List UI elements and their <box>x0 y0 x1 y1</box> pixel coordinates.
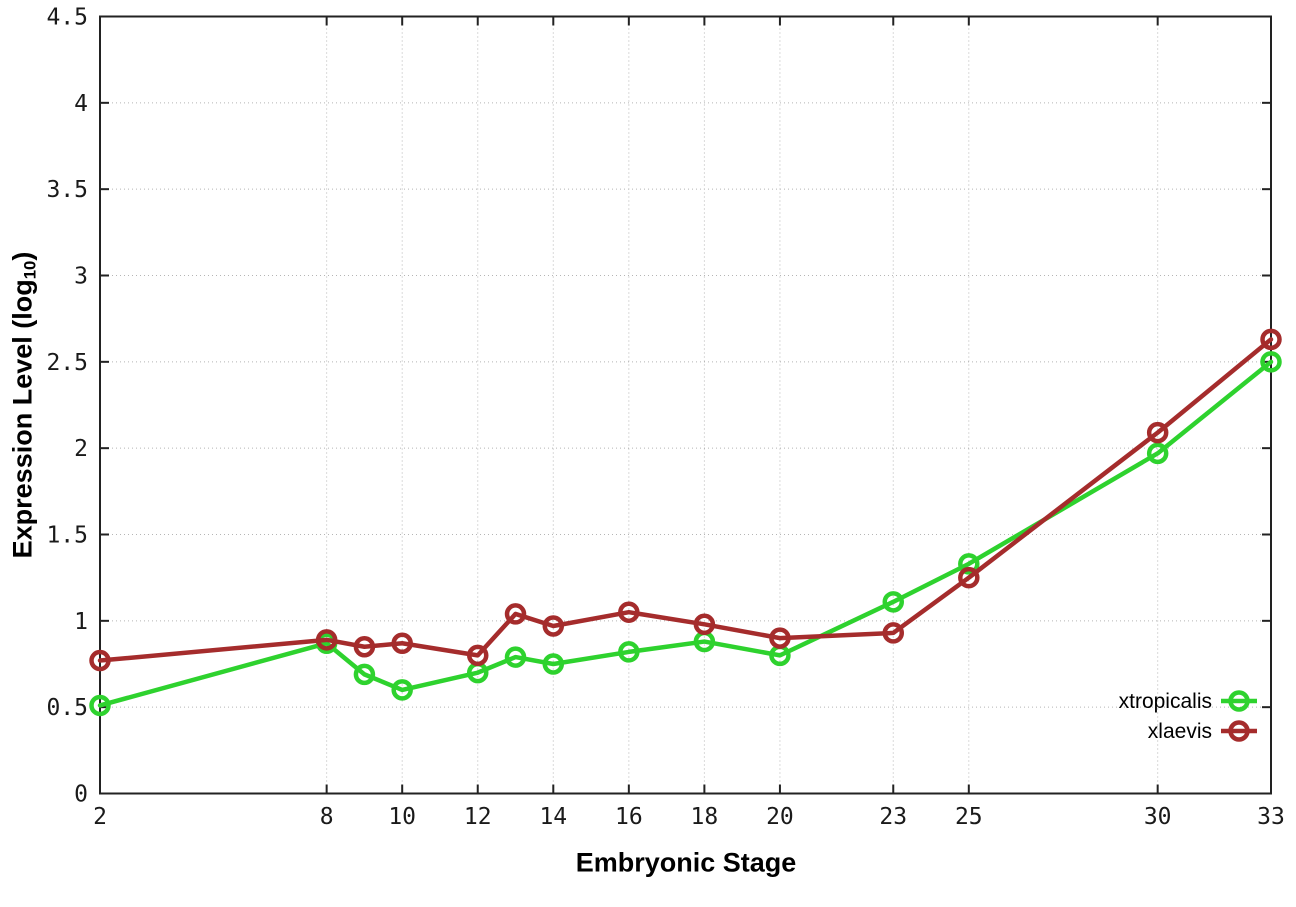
y-tick-label: 4.5 <box>46 5 88 31</box>
data-point-xtropicalis <box>504 646 527 668</box>
x-tick-label: 33 <box>1257 804 1285 830</box>
data-point-xlaevis <box>315 629 338 651</box>
data-point-xlaevis <box>353 635 376 658</box>
data-point-xlaevis <box>1146 421 1169 444</box>
x-axis-title: Embryonic Stage <box>575 847 797 878</box>
data-point-xlaevis <box>89 649 111 672</box>
data-point-xlaevis <box>542 615 565 637</box>
y-tick-label: 4 <box>74 91 88 117</box>
series-line-xlaevis <box>97 337 1274 663</box>
y-axis-title-subscript: 10 <box>20 260 40 280</box>
data-point-xtropicalis <box>618 641 640 663</box>
x-tick-label: 8 <box>320 804 334 830</box>
data-point-xtropicalis <box>89 694 111 717</box>
data-point-xtropicalis <box>958 553 980 575</box>
legend-label-xlaevis: xlaevis <box>1148 720 1212 743</box>
y-tick-label: 3 <box>74 264 88 290</box>
data-point-xlaevis <box>693 613 716 636</box>
legend-marker-sample <box>1228 690 1250 712</box>
data-point-xtropicalis <box>353 663 376 686</box>
data-point-xlaevis <box>466 644 489 667</box>
y-tick-label: 1 <box>74 609 88 635</box>
y-axis-title: Expression Level (log10) <box>7 252 40 559</box>
x-tick-label: 18 <box>691 804 719 830</box>
x-tick-label: 23 <box>879 804 907 830</box>
data-point-xlaevis <box>1260 328 1282 351</box>
x-tick-label: 25 <box>955 804 983 830</box>
y-tick-label: 0.5 <box>46 695 88 721</box>
y-axis-title-close: ) <box>7 251 38 261</box>
y-tick-label: 1.5 <box>46 523 88 549</box>
data-point-xlaevis <box>504 603 527 625</box>
y-axis-title-text: Expression Level (log <box>7 279 38 559</box>
x-tick-label: 30 <box>1144 804 1172 830</box>
x-tick-label: 14 <box>539 804 567 830</box>
x-tick-label: 16 <box>615 804 643 830</box>
series-line-xtropicalis <box>97 359 1274 708</box>
data-point-xtropicalis <box>542 653 565 675</box>
x-tick-label: 10 <box>388 804 416 830</box>
data-point-xtropicalis <box>1260 351 1282 373</box>
legend-label-xtropicalis: xtropicalis <box>1119 690 1212 713</box>
plot-border <box>99 15 1272 795</box>
x-tick-label: 12 <box>464 804 492 830</box>
legend-marker-sample <box>1228 720 1250 742</box>
data-point-xlaevis <box>882 622 905 644</box>
y-tick-label: 2 <box>74 436 88 462</box>
data-point-xtropicalis <box>1146 442 1169 465</box>
x-tick-label: 20 <box>766 804 794 830</box>
data-point-xlaevis <box>769 627 791 649</box>
data-point-xtropicalis <box>882 591 905 613</box>
x-tick-label: 2 <box>93 804 107 830</box>
y-tick-label: 0 <box>74 782 88 808</box>
data-point-xlaevis <box>618 601 640 623</box>
data-point-xlaevis <box>391 632 413 655</box>
y-tick-label: 3.5 <box>46 177 88 203</box>
data-point-xlaevis <box>958 566 980 589</box>
y-tick-label: 2.5 <box>46 350 88 376</box>
data-point-xtropicalis <box>391 679 413 701</box>
